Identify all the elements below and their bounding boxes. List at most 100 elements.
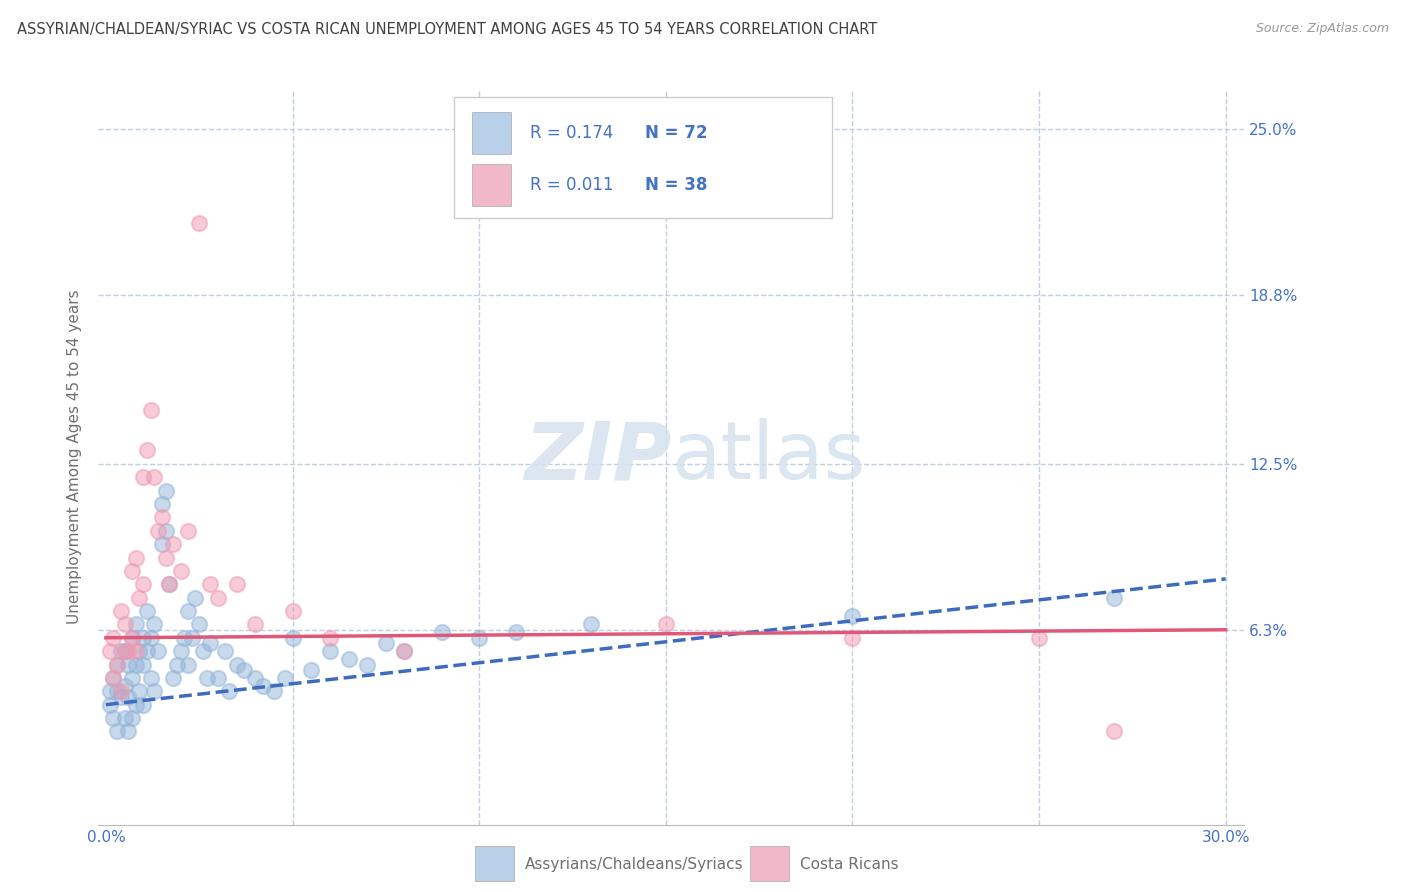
Point [337,652,360,666]
Point [125,698,148,712]
Point [169,644,191,658]
Point [162,671,184,685]
Text: R = 0.011: R = 0.011 [530,176,614,194]
Point [180,631,202,645]
Point [166,657,188,672]
Point [128,684,150,698]
Text: Costa Ricans: Costa Ricans [800,856,898,871]
Point [177,524,200,538]
Point [132,631,155,645]
Point [121,631,143,645]
Point [114,617,136,632]
FancyBboxPatch shape [751,847,789,881]
Point [132,657,155,672]
Point [169,564,191,578]
Point [655,617,678,632]
Point [356,657,378,672]
Point [184,591,207,605]
Point [114,644,136,658]
Text: N = 38: N = 38 [645,176,707,194]
Point [200,636,222,650]
Point [114,711,136,725]
Point [117,724,139,739]
Point [225,577,247,591]
Point [103,671,125,685]
Point [105,684,128,698]
Point [103,671,125,685]
Point [143,617,166,632]
Text: R = 0.174: R = 0.174 [530,124,614,143]
Point [98,698,121,712]
Point [188,216,211,230]
Point [125,644,148,658]
Point [263,684,285,698]
Point [103,711,125,725]
Point [125,617,148,632]
Text: N = 72: N = 72 [645,124,707,143]
Point [146,524,169,538]
Point [121,711,143,725]
Point [841,631,863,645]
Point [150,497,173,511]
Point [136,604,159,618]
Point [132,698,155,712]
Point [117,644,139,658]
Point [841,609,863,624]
Point [1102,724,1125,739]
Point [132,470,155,484]
Point [143,470,166,484]
Point [110,644,132,658]
Text: Source: ZipAtlas.com: Source: ZipAtlas.com [1256,22,1389,36]
Point [233,663,256,677]
Text: ASSYRIAN/CHALDEAN/SYRIAC VS COSTA RICAN UNEMPLOYMENT AMONG AGES 45 TO 54 YEARS C: ASSYRIAN/CHALDEAN/SYRIAC VS COSTA RICAN … [17,22,877,37]
FancyBboxPatch shape [472,164,510,206]
Point [394,644,416,658]
FancyBboxPatch shape [472,112,510,154]
Point [103,631,125,645]
Point [114,679,136,693]
Point [1028,631,1050,645]
Point [252,679,274,693]
Point [157,577,180,591]
Point [162,537,184,551]
Point [139,631,162,645]
Point [505,625,527,640]
Point [281,631,304,645]
Point [155,483,177,498]
Point [274,671,297,685]
Point [117,690,139,704]
Point [121,564,143,578]
Point [207,671,229,685]
Point [225,657,247,672]
Point [139,403,162,417]
Point [243,617,266,632]
Point [281,604,304,618]
Y-axis label: Unemployment Among Ages 45 to 54 years: Unemployment Among Ages 45 to 54 years [66,290,82,624]
Point [200,577,222,591]
Point [105,657,128,672]
Point [243,671,266,685]
Point [128,644,150,658]
Point [1102,591,1125,605]
Point [579,617,602,632]
Point [136,644,159,658]
Point [110,604,132,618]
Point [157,577,180,591]
Point [319,631,342,645]
Point [117,657,139,672]
Point [143,684,166,698]
Point [98,684,121,698]
Text: Assyrians/Chaldeans/Syriacs: Assyrians/Chaldeans/Syriacs [524,856,744,871]
Point [125,657,148,672]
FancyBboxPatch shape [475,847,515,881]
Point [430,625,453,640]
Point [110,684,132,698]
Point [394,644,416,658]
Point [121,631,143,645]
FancyBboxPatch shape [454,96,832,218]
Point [132,577,155,591]
Point [191,644,214,658]
Point [177,657,200,672]
Point [155,524,177,538]
Point [110,690,132,704]
